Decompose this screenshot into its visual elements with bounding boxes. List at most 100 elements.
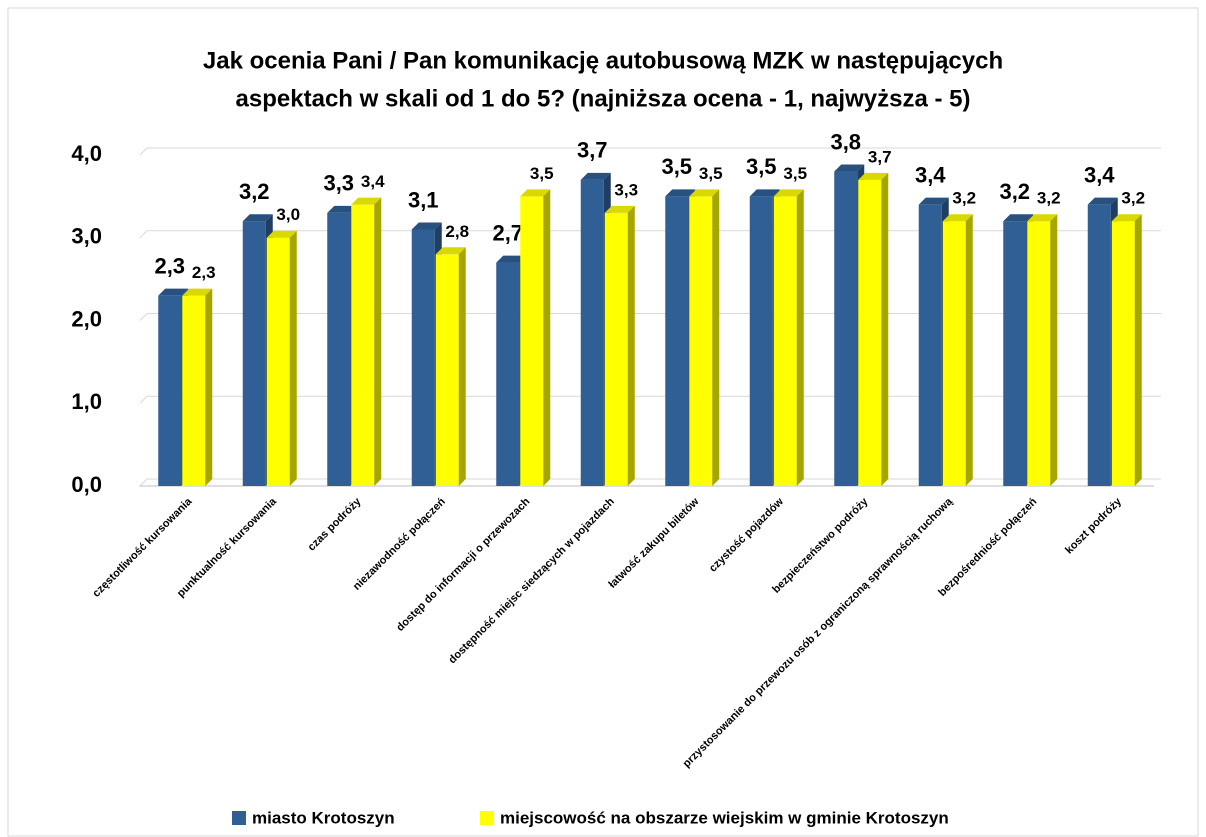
bar-front	[580, 179, 604, 486]
data-label: 2,8	[445, 222, 469, 241]
chart-title: aspektach w skali od 1 do 5? (najniższa …	[236, 85, 971, 112]
bar-top	[266, 230, 297, 238]
data-label: 3,4	[361, 172, 385, 191]
data-label: 2,3	[154, 253, 185, 278]
data-label: 3,4	[1084, 162, 1115, 187]
data-label: 3,5	[699, 164, 723, 183]
bar-front	[1111, 221, 1135, 486]
data-label: 2,7	[492, 220, 523, 245]
data-label: 3,7	[577, 138, 608, 163]
bar	[942, 214, 973, 486]
data-label: 3,5	[746, 154, 777, 179]
grid-line	[139, 147, 1161, 156]
data-label: 3,2	[952, 189, 976, 208]
data-label: 2,3	[192, 263, 216, 282]
bar-side	[205, 288, 213, 486]
bar-top	[351, 197, 382, 205]
bar-front	[496, 262, 520, 486]
bar-front	[858, 179, 882, 486]
bar-top	[918, 197, 949, 205]
bar	[520, 189, 551, 486]
bar-side	[796, 189, 804, 486]
grid-line	[139, 395, 1161, 404]
bar-top	[834, 164, 865, 172]
bar-front	[834, 171, 858, 487]
bar-top	[1003, 214, 1034, 222]
bar-side	[543, 189, 551, 486]
bar-side	[374, 197, 382, 486]
data-label: 3,3	[614, 180, 638, 199]
data-label: 3,5	[783, 164, 807, 183]
bar-top	[858, 172, 889, 180]
data-label: 3,5	[661, 154, 692, 179]
y-tick-label: 2,0	[71, 306, 102, 331]
data-label: 3,8	[830, 129, 861, 154]
bar-front	[1003, 221, 1027, 486]
bar-side	[289, 230, 297, 486]
data-label: 3,1	[408, 187, 439, 212]
data-label: 3,4	[915, 162, 946, 187]
bar-front	[773, 196, 797, 486]
bar-side	[965, 214, 973, 486]
bar-top	[749, 189, 780, 197]
data-label: 3,5	[530, 164, 554, 183]
bar-top	[1111, 214, 1142, 222]
bar-top	[520, 189, 551, 197]
grid-line	[139, 313, 1161, 321]
legend-label: miasto Krotoszyn	[252, 808, 395, 827]
bar-side	[1134, 214, 1142, 486]
y-tick-label: 1,0	[71, 389, 102, 414]
grid-line	[139, 230, 1161, 239]
bar-top	[1027, 214, 1058, 222]
bar-top	[496, 255, 527, 263]
data-label: 3,2	[1037, 189, 1061, 208]
bar-top	[435, 247, 466, 255]
bar	[773, 189, 804, 486]
data-label: 3,3	[323, 171, 354, 196]
bar	[1027, 214, 1058, 486]
bar-front	[351, 204, 375, 486]
bar-top	[604, 205, 635, 213]
bar-top	[411, 222, 442, 230]
bar-front	[689, 196, 713, 486]
y-tick-label: 4,0	[71, 141, 102, 166]
bar-side	[458, 247, 466, 486]
bar-front	[604, 212, 628, 487]
bar-top	[665, 189, 696, 197]
bar-front	[158, 295, 182, 486]
bar-front	[1087, 204, 1111, 486]
chart-title: Jak ocenia Pani / Pan komunikację autobu…	[203, 47, 1003, 74]
bar-front	[918, 204, 942, 486]
bar-front	[327, 212, 351, 487]
y-tick-label: 0,0	[71, 472, 102, 497]
data-label: 3,2	[999, 179, 1030, 204]
grid-line	[139, 478, 1161, 487]
bar-top	[1087, 197, 1118, 205]
bar-front	[266, 237, 290, 486]
data-label: 3,0	[276, 205, 300, 224]
bar-side	[1050, 214, 1058, 486]
bar-side	[712, 189, 720, 486]
bar-top	[158, 288, 189, 296]
bar-top	[580, 172, 611, 180]
bar-front	[520, 196, 544, 486]
bar-front	[749, 196, 773, 486]
bar	[689, 189, 720, 486]
bar-side	[627, 205, 635, 487]
bar-front	[665, 196, 689, 486]
bar	[351, 197, 382, 486]
legend-swatch	[480, 811, 494, 825]
bar	[1111, 214, 1142, 486]
bar	[858, 172, 889, 486]
bar-front	[1027, 221, 1051, 486]
data-label: 3,2	[1121, 189, 1145, 208]
bar-front	[435, 254, 459, 486]
bar-side	[881, 172, 889, 486]
y-tick-label: 3,0	[71, 224, 102, 249]
bar-front	[942, 221, 966, 486]
bar-top	[773, 189, 804, 197]
legend-swatch	[232, 811, 246, 825]
bar-top	[942, 214, 973, 222]
bar	[604, 205, 635, 487]
